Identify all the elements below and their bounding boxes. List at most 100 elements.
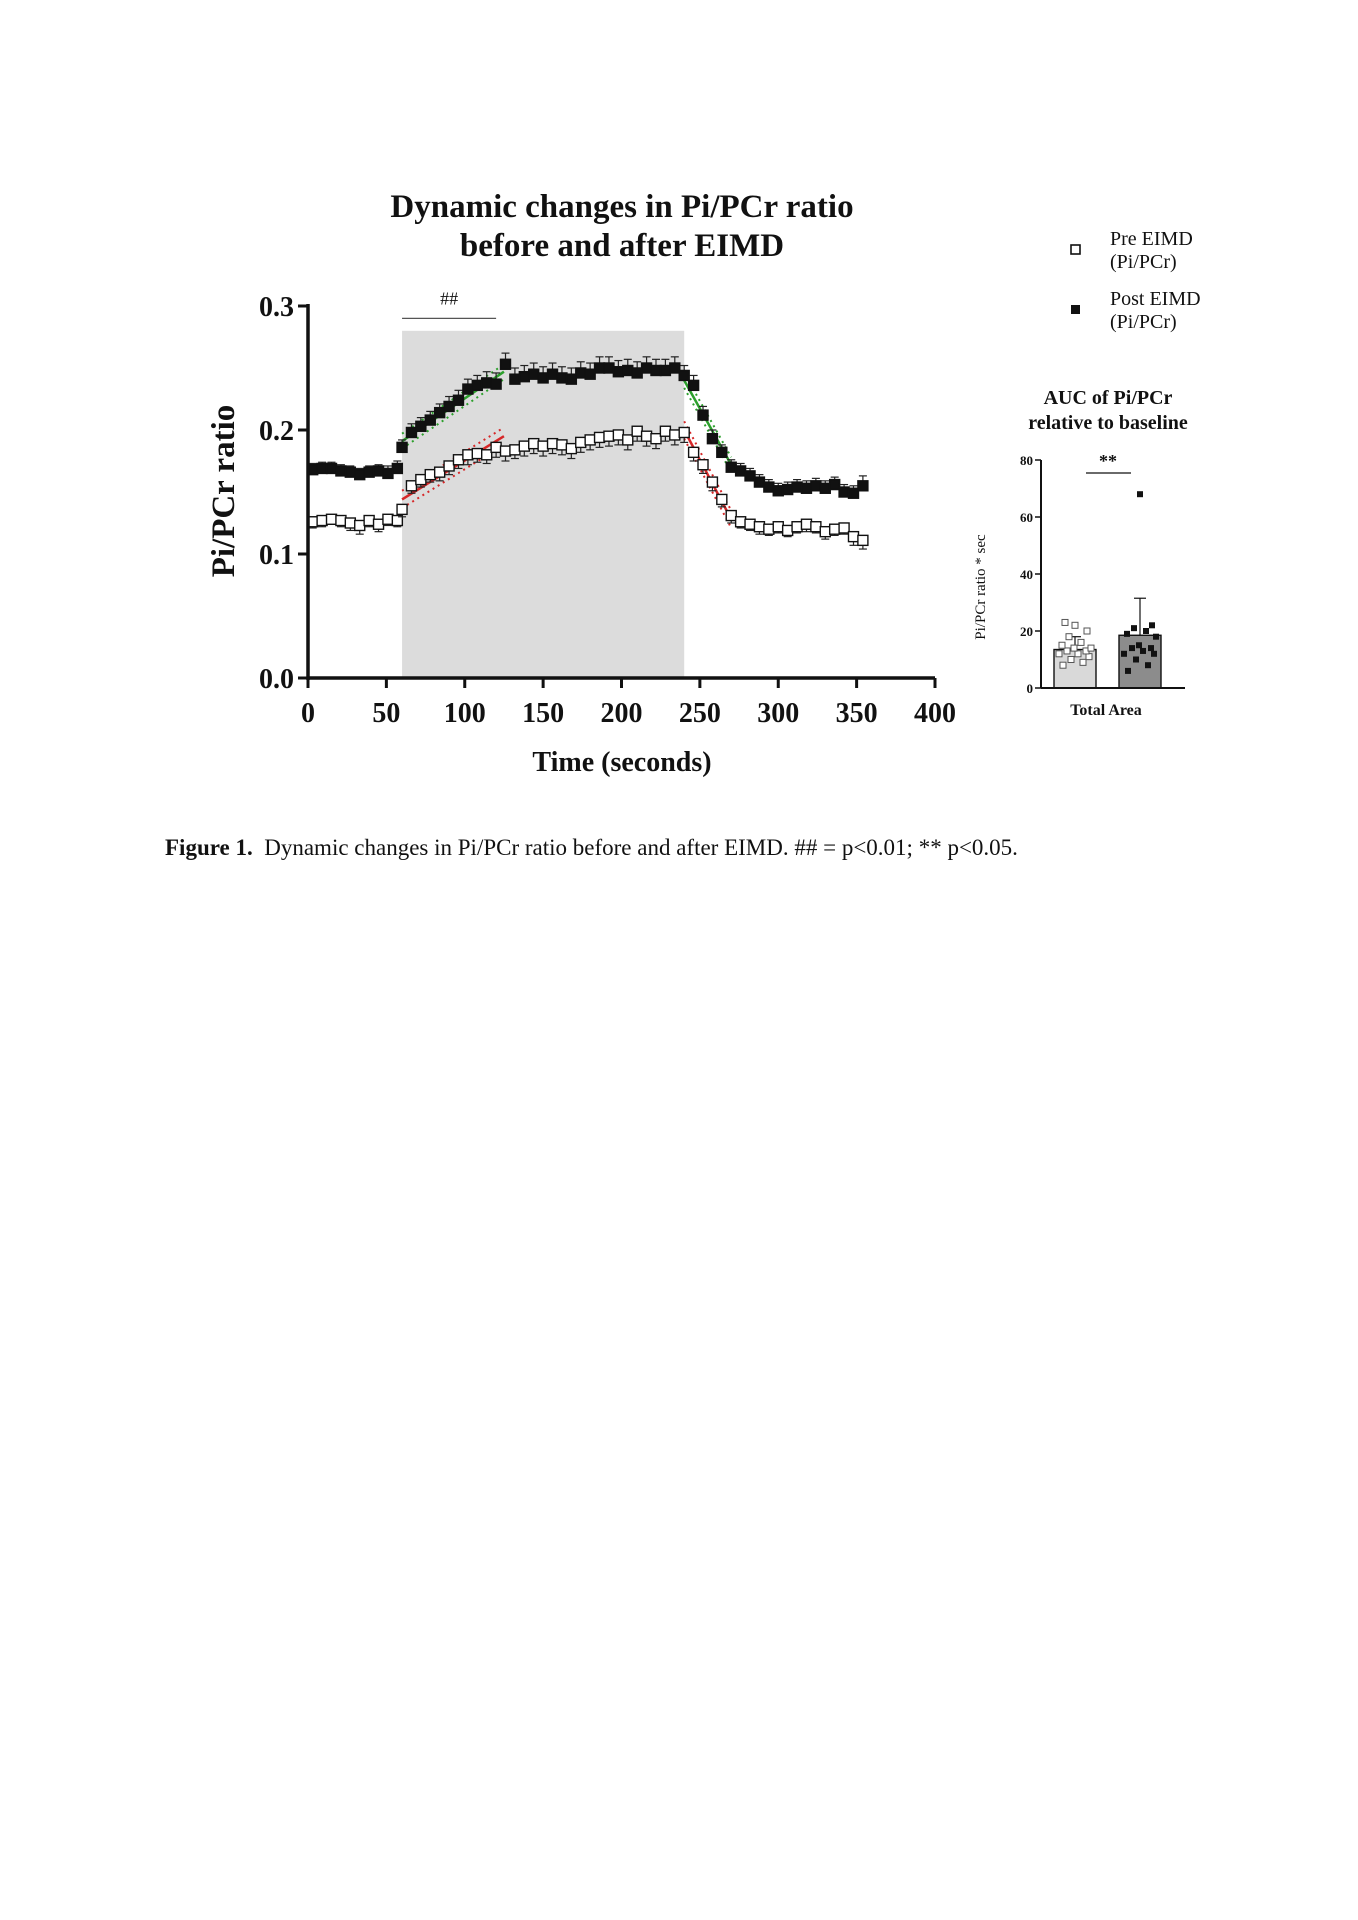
pre-point <box>810 521 822 534</box>
post-point <box>725 459 737 473</box>
auc-point <box>1151 650 1157 657</box>
pre-point <box>687 446 700 462</box>
chart-subtitle: before and after EIMD <box>460 228 784 264</box>
marker <box>462 383 474 395</box>
pre-point <box>424 468 436 483</box>
stimulus-shaded-region <box>402 330 685 678</box>
post-point <box>382 465 394 480</box>
x-tick-label: 150 <box>522 698 564 729</box>
pre-point <box>325 513 338 525</box>
post-point <box>744 467 756 482</box>
pre-point <box>819 525 831 540</box>
marker <box>443 400 455 413</box>
post-point <box>335 464 347 477</box>
marker <box>772 521 784 533</box>
marker <box>382 513 394 525</box>
auc-point <box>1070 644 1078 652</box>
auc-y-axis-label: Pi/PCr ratio * sec <box>973 534 989 640</box>
pre-point <box>316 514 328 528</box>
pre-point <box>828 523 841 537</box>
post-point <box>791 479 803 493</box>
post-point <box>810 477 822 492</box>
data-points <box>307 352 869 550</box>
auc-point <box>1148 645 1154 652</box>
marker <box>810 480 822 492</box>
post-point <box>828 476 841 491</box>
pre-point <box>791 521 803 534</box>
auc-point <box>1067 656 1075 663</box>
post-point <box>316 461 328 475</box>
auc-category-label: Total Area <box>1070 702 1142 719</box>
marker <box>372 518 385 530</box>
marker <box>716 446 728 459</box>
legend-label-post-unit: (Pi/PCr) <box>1110 311 1177 333</box>
x-tick-label: 100 <box>444 698 486 729</box>
pre-point <box>372 518 385 533</box>
auc-y-tick-label: 20 <box>1020 624 1033 639</box>
marker <box>772 485 784 497</box>
post-point <box>363 465 375 478</box>
marker <box>354 468 366 481</box>
fit-ci-line-3-1 <box>683 438 733 529</box>
post-point <box>800 480 813 494</box>
marker <box>480 449 493 461</box>
auc-y-tick-label: 40 <box>1020 567 1033 582</box>
x-axis-label: Time (seconds) <box>532 747 711 778</box>
pre-point <box>363 514 375 528</box>
marker <box>706 476 719 488</box>
marker <box>443 460 455 472</box>
post-point <box>772 482 784 497</box>
marker <box>424 414 436 426</box>
marker <box>335 514 347 527</box>
post-point <box>706 429 719 445</box>
post-point <box>584 362 596 380</box>
marker <box>396 441 408 454</box>
marker <box>546 368 559 380</box>
post-point <box>443 395 455 413</box>
marker <box>433 406 446 419</box>
auc-point <box>1149 622 1155 629</box>
auc-point <box>1061 618 1069 626</box>
marker <box>697 409 709 421</box>
auc-point <box>1071 621 1079 629</box>
marker <box>857 480 869 492</box>
auc-y-tick-label: 0 <box>1027 681 1034 696</box>
caption-text: Dynamic changes in Pi/PCr ratio before a… <box>264 835 1018 860</box>
auc-title: AUC of Pi/PCr <box>1044 387 1173 409</box>
post-point <box>669 356 681 374</box>
fit-ci-line-0-1 <box>401 378 505 450</box>
auc-point <box>1153 633 1159 640</box>
pre-point <box>415 473 427 488</box>
post-point <box>415 417 427 432</box>
marker <box>546 437 559 450</box>
auc-subtitle: relative to baseline <box>1028 412 1188 434</box>
post-point <box>763 479 775 493</box>
pre-point <box>405 480 418 494</box>
marker <box>391 462 404 475</box>
marker <box>753 521 766 533</box>
auc-point <box>1087 644 1095 652</box>
marker <box>575 436 587 449</box>
marker <box>706 432 719 445</box>
auc-point <box>1136 642 1142 649</box>
marker <box>838 486 850 498</box>
pre-point <box>734 516 747 529</box>
marker <box>452 394 465 406</box>
pre-point <box>650 432 662 450</box>
pre-point <box>622 434 634 451</box>
marker <box>631 425 643 437</box>
auc-point <box>1059 661 1067 669</box>
marker <box>316 514 328 527</box>
x-tick-label: 250 <box>679 698 721 729</box>
pre-point <box>838 522 850 535</box>
auc-point <box>1133 656 1139 663</box>
marker <box>734 516 747 528</box>
marker <box>734 465 747 477</box>
marker <box>518 440 531 452</box>
marker <box>335 465 347 477</box>
post-point <box>490 372 502 390</box>
marker <box>828 478 841 491</box>
marker <box>363 466 375 478</box>
auc-bar-post <box>1118 491 1162 689</box>
pre-point <box>706 476 719 492</box>
